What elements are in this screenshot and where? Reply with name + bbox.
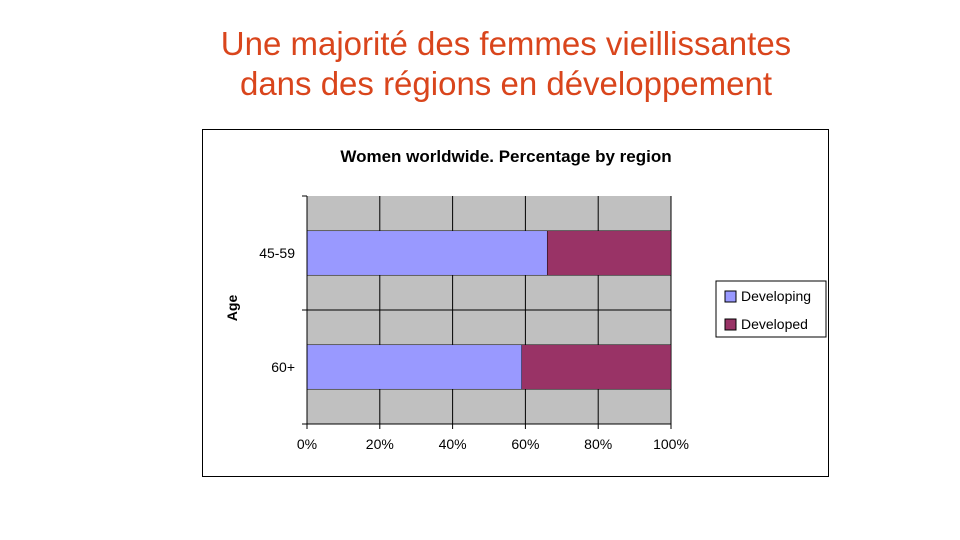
chart-title: Women worldwide. Percentage by region (340, 147, 671, 166)
x-tick-label: 80% (584, 436, 612, 452)
legend-label-developing: Developing (741, 288, 811, 304)
slide-title-line1: Une majorité des femmes vieillissantes (220, 25, 792, 62)
legend: Developing Developed (715, 280, 827, 338)
x-tick-label: 100% (653, 436, 689, 452)
y-tick-label: 60+ (271, 359, 295, 375)
bar-developing-60- (306, 344, 523, 390)
y-tick-label: 45-59 (259, 245, 295, 261)
x-tick-label: 60% (511, 436, 539, 452)
slide-title: Une majorité des femmes vieillissantes d… (0, 24, 960, 104)
bar-developing-45-59 (306, 230, 548, 276)
bar-chart: Women worldwide. Percentage by region 45… (224, 147, 827, 452)
slide-title-line2: dans des régions en développement (239, 65, 773, 102)
bar-developed-60- (521, 344, 672, 390)
y-axis-title: Age (224, 295, 240, 322)
legend-swatch-developing (724, 290, 737, 303)
legend-label-developed: Developed (741, 316, 808, 332)
chart-frame: Women worldwide. Percentage by region 45… (202, 129, 829, 477)
legend-swatch-developed (724, 318, 737, 331)
x-tick-label: 40% (439, 436, 467, 452)
bar-developed-45-59 (546, 230, 672, 276)
x-tick-label: 20% (366, 436, 394, 452)
x-tick-label: 0% (297, 436, 317, 452)
